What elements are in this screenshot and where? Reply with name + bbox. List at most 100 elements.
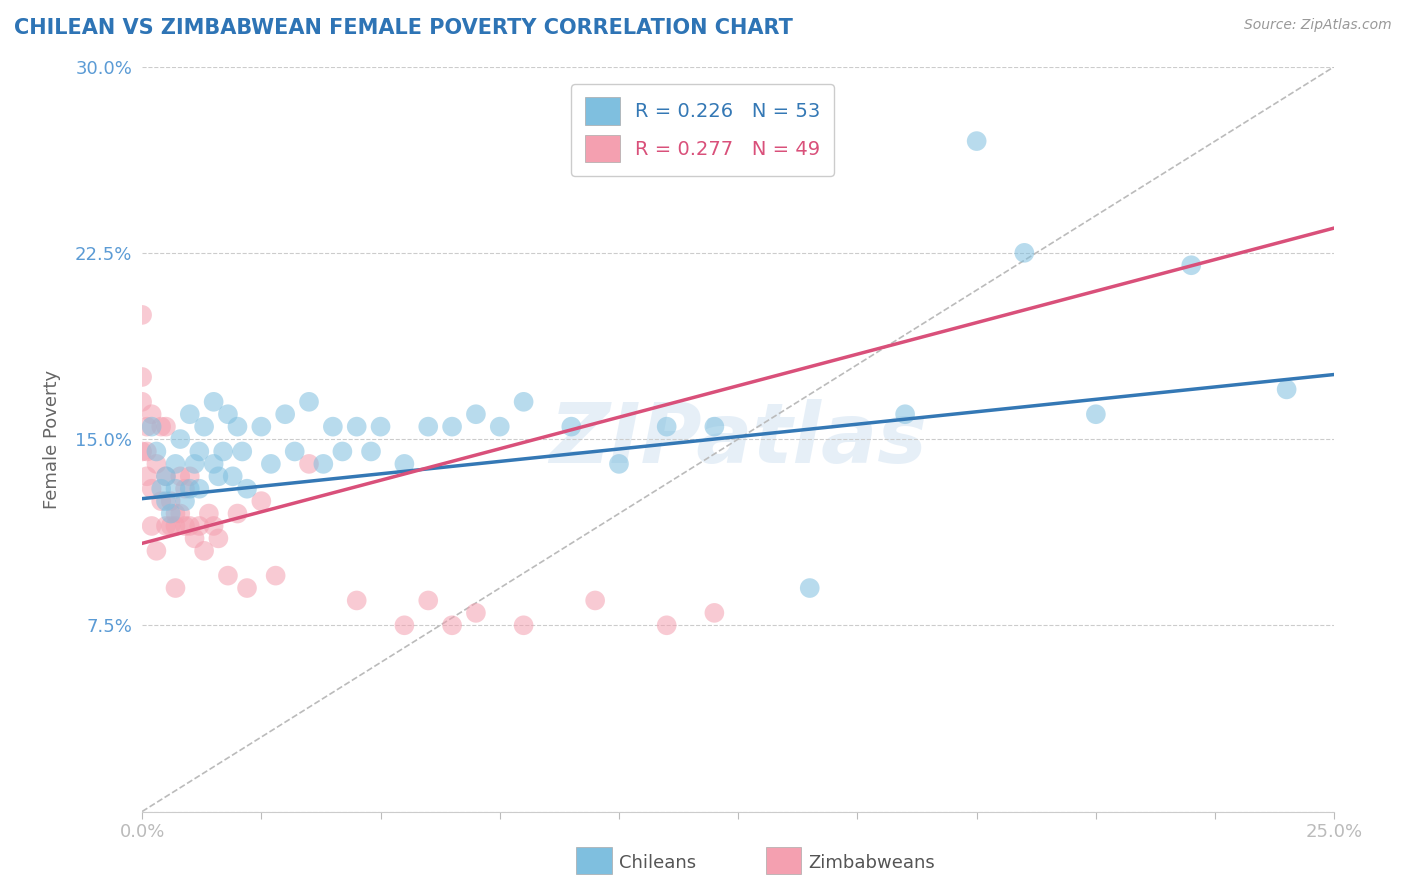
Point [488, 419, 510, 434]
Point [135, 444, 157, 458]
Point [441, 618, 464, 632]
Point [512, 618, 534, 632]
Point [1084, 407, 1107, 421]
Point [284, 444, 307, 458]
Point [165, 581, 187, 595]
Point [155, 494, 177, 508]
Point [150, 494, 173, 508]
Point [169, 507, 191, 521]
Point [141, 482, 163, 496]
Point [183, 457, 205, 471]
Point [188, 519, 211, 533]
Point [207, 469, 229, 483]
Point [159, 494, 181, 508]
Point [1275, 383, 1298, 397]
Point [131, 444, 153, 458]
Legend: R = 0.226   N = 53, R = 0.277   N = 49: R = 0.226 N = 53, R = 0.277 N = 49 [571, 84, 834, 176]
Y-axis label: Female Poverty: Female Poverty [44, 369, 60, 508]
Point [179, 482, 201, 496]
Point [165, 457, 187, 471]
Point [188, 444, 211, 458]
Point [231, 444, 253, 458]
Point [174, 519, 197, 533]
Point [236, 482, 259, 496]
Point [250, 494, 273, 508]
Point [370, 419, 392, 434]
Point [135, 419, 157, 434]
Point [150, 482, 173, 496]
Point [298, 394, 321, 409]
Point [274, 407, 297, 421]
Point [150, 419, 173, 434]
Point [198, 507, 221, 521]
Point [217, 407, 239, 421]
Point [141, 407, 163, 421]
Point [322, 419, 344, 434]
Point [179, 519, 201, 533]
Point [212, 444, 235, 458]
Point [131, 308, 153, 322]
Point [202, 519, 225, 533]
Point [155, 469, 177, 483]
Point [512, 394, 534, 409]
Point [607, 457, 630, 471]
Point [131, 394, 153, 409]
Point [202, 394, 225, 409]
Point [174, 482, 197, 496]
Point [264, 568, 287, 582]
Point [464, 606, 486, 620]
Point [418, 593, 440, 607]
Point [141, 419, 163, 434]
Text: CHILEAN VS ZIMBABWEAN FEMALE POVERTY CORRELATION CHART: CHILEAN VS ZIMBABWEAN FEMALE POVERTY COR… [14, 18, 793, 37]
Point [174, 494, 197, 508]
Point [560, 419, 582, 434]
Point [894, 407, 917, 421]
Text: Zimbabweans: Zimbabweans [808, 855, 935, 872]
Point [346, 419, 368, 434]
Point [145, 543, 167, 558]
Point [165, 482, 187, 496]
Point [360, 444, 382, 458]
Point [202, 457, 225, 471]
Point [1180, 258, 1202, 272]
Point [155, 519, 177, 533]
Point [217, 568, 239, 582]
Point [188, 482, 211, 496]
Point [346, 593, 368, 607]
Point [193, 419, 215, 434]
Point [141, 519, 163, 533]
Point [145, 457, 167, 471]
Point [207, 532, 229, 546]
Point [193, 543, 215, 558]
Point [799, 581, 821, 595]
Point [179, 469, 201, 483]
Point [298, 457, 321, 471]
Point [165, 519, 187, 533]
Point [179, 407, 201, 421]
Text: ZIPatlas: ZIPatlas [550, 399, 927, 480]
Point [155, 469, 177, 483]
Point [332, 444, 354, 458]
Point [441, 419, 464, 434]
Point [583, 593, 606, 607]
Point [159, 507, 181, 521]
Point [226, 507, 249, 521]
Point [159, 519, 181, 533]
Point [312, 457, 335, 471]
Point [655, 618, 678, 632]
Point [394, 618, 416, 632]
Point [236, 581, 259, 595]
Point [131, 370, 153, 384]
Point [966, 134, 988, 148]
Point [418, 419, 440, 434]
Point [464, 407, 486, 421]
Point [222, 469, 245, 483]
Point [169, 469, 191, 483]
Point [260, 457, 283, 471]
Point [1014, 245, 1036, 260]
Point [169, 432, 191, 446]
Text: Chileans: Chileans [619, 855, 696, 872]
Point [703, 419, 725, 434]
Point [655, 419, 678, 434]
Point [155, 419, 177, 434]
